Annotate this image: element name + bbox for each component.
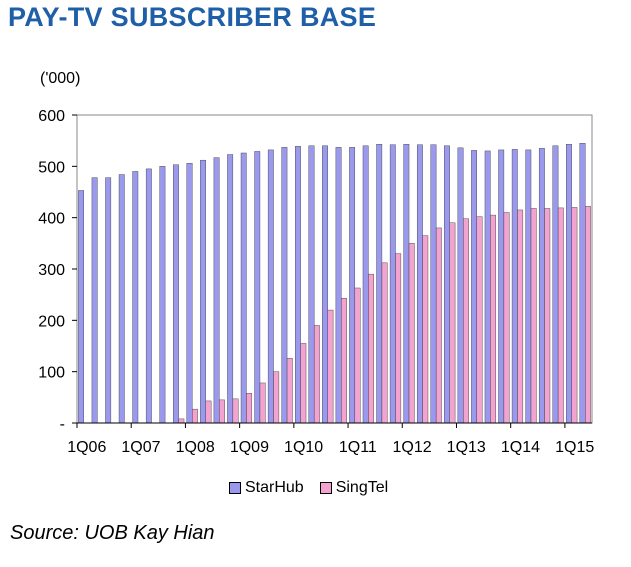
y-tick-label: 400 [38,211,65,228]
x-tick-label: 1Q15 [555,439,594,456]
bar-starhub [457,147,464,424]
bar-starhub [78,190,84,424]
bar-singtel [490,214,496,424]
bar-singtel [354,287,361,424]
bar-starhub [295,146,301,424]
bar-starhub [91,177,98,424]
x-tick-label: 1Q12 [392,439,431,456]
bar-starhub [200,159,206,424]
bar-singtel [327,309,334,424]
y-tick-label: 100 [38,365,65,382]
y-tick-label: - [60,416,65,433]
bar-starhub [186,163,193,424]
bar-singtel [449,222,456,424]
source-note: Source: UOB Kay Hian [10,522,215,544]
bar-starhub [240,152,247,424]
bar-singtel [219,399,225,424]
y-axis-unit-label: ('000) [40,70,81,87]
bar-starhub [525,149,532,424]
x-tick-label: 1Q13 [447,439,486,456]
bar-singtel [368,273,374,424]
legend-item-singtel: SingTel [319,479,389,497]
x-tick-label: 1Q11 [339,439,377,456]
y-tick-label: 300 [38,262,65,279]
bar-singtel [585,206,591,424]
legend-label-starhub: StarHub [245,479,304,496]
bar-starhub [322,145,328,424]
bar-starhub [335,147,342,424]
bar-starhub [227,154,234,424]
bar-starhub [403,144,410,424]
bar-singtel [205,400,212,424]
bar-starhub [145,168,152,424]
bar-singtel [273,371,280,424]
x-tick-label: 1Q06 [67,439,106,456]
bar-starhub [389,144,396,424]
x-tick-label: 1Q08 [176,439,215,456]
x-tick-label: 1Q09 [230,439,269,456]
bar-singtel [503,212,510,424]
bar-starhub [471,150,477,424]
bar-starhub [267,149,274,424]
bar-singtel [300,343,307,424]
bar-singtel [246,393,253,424]
bar-starhub [349,147,356,424]
bar-starhub [159,166,166,424]
bar-starhub [132,171,139,424]
legend-label-singtel: SingTel [335,479,389,496]
bar-starhub [552,145,559,424]
bar-starhub [173,164,179,424]
bar-starhub [430,144,437,424]
bar-singtel [191,408,198,424]
bar-starhub [118,174,125,424]
bar-singtel [476,216,483,424]
bar-singtel [178,418,185,424]
bar-singtel [571,207,578,424]
y-tick-label: 600 [38,108,65,125]
bar-singtel [395,253,402,424]
legend-swatch-singtel [319,482,332,494]
bar-starhub [444,145,450,424]
bar-starhub [308,145,315,424]
bar-starhub [362,145,369,424]
bar-singtel [557,207,564,424]
legend-swatch-starhub [229,482,241,494]
chart-legend: StarHub SingTel [229,479,404,497]
bar-starhub [281,147,288,424]
bar-starhub [213,157,220,424]
bar-starhub [566,144,572,424]
bar-singtel [422,235,429,424]
bar-singtel [408,243,415,424]
bar-singtel [381,262,388,424]
bar-singtel [259,382,266,424]
y-tick-label: 200 [38,313,65,330]
legend-item-starhub: StarHub [229,479,304,497]
bar-singtel [232,398,239,424]
bar-starhub [105,177,112,424]
bar-starhub [484,150,491,424]
bar-starhub [538,148,545,424]
bar-chart: - 100 200 300 400 500 600 1Q06 1Q07 1Q08 1Q09 1Q10 1… [38,108,594,456]
chart-title: PAY-TV SUBSCRIBER BASE [8,2,377,32]
y-tick-label: 500 [38,159,65,176]
bar-starhub [254,151,261,424]
x-tick-label: 1Q07 [121,439,160,456]
bar-starhub [416,144,423,424]
bar-singtel [313,325,320,424]
bar-starhub [376,144,383,424]
bar-starhub [498,149,505,424]
bar-singtel [530,208,537,424]
x-tick-label: 1Q14 [501,439,540,456]
bar-singtel [517,209,524,424]
x-tick-label: 1Q10 [284,439,323,456]
bar-singtel [463,218,469,424]
bar-starhub [511,149,518,424]
bar-singtel [544,208,551,424]
bar-singtel [341,298,347,424]
bar-singtel [435,227,442,424]
bar-starhub [579,143,586,424]
bar-singtel [286,358,293,424]
